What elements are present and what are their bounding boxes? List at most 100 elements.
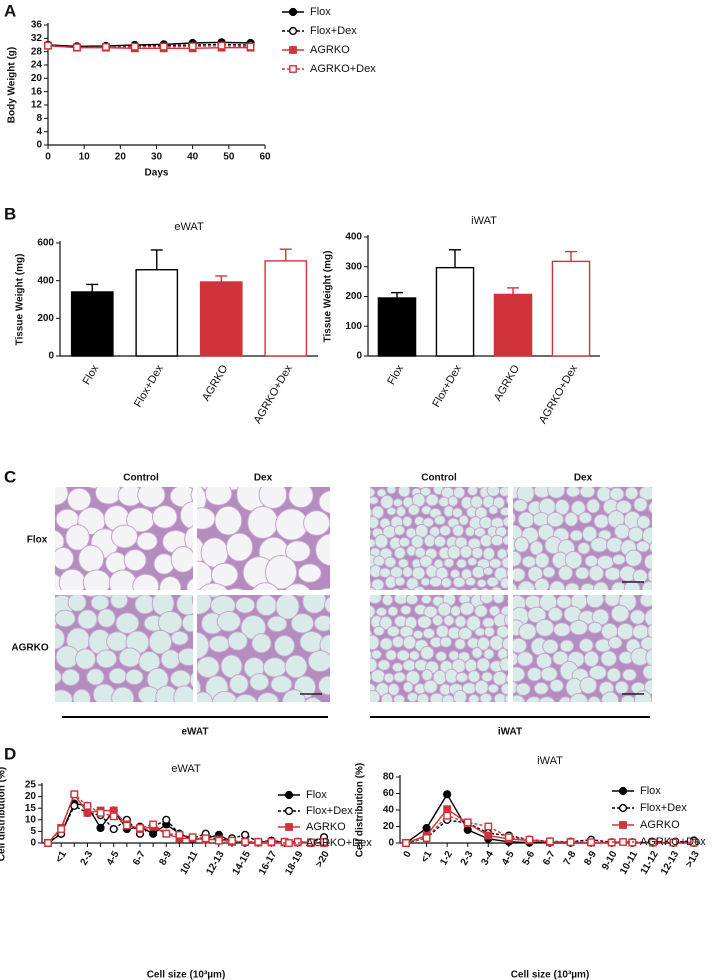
adipocyte <box>159 576 182 590</box>
marker <box>159 42 168 51</box>
marker <box>443 790 452 799</box>
x-tick-label: 5-6 <box>521 849 538 867</box>
adipocyte <box>379 637 393 651</box>
adipocyte <box>499 703 511 714</box>
y-axis-label: Tissue Weight (mg) <box>323 251 334 343</box>
panel-letter: A <box>4 1 16 20</box>
adipocyte <box>417 615 432 629</box>
adipocyte <box>604 595 621 607</box>
adipocyte <box>379 615 393 631</box>
adipocyte <box>391 635 405 649</box>
adipocyte <box>398 537 411 548</box>
adipocyte <box>464 658 478 673</box>
adipocyte <box>94 487 122 505</box>
adipocyte <box>450 605 462 617</box>
legend-marker <box>289 46 297 54</box>
x-tick-label: 7-8 <box>562 849 579 867</box>
adipocyte <box>486 576 499 588</box>
adipocyte <box>526 667 543 682</box>
axes <box>47 23 265 146</box>
legend-marker <box>289 65 297 73</box>
x-tick-label: 14-15 <box>231 849 254 877</box>
adipocyte <box>452 487 466 499</box>
adipocyte <box>170 546 193 573</box>
chart-title: iWAT <box>537 755 563 767</box>
adipocyte <box>290 613 315 634</box>
marker <box>70 801 79 810</box>
bar <box>493 293 533 357</box>
column-label: Control <box>421 473 457 484</box>
adipocyte <box>516 651 534 667</box>
marker <box>96 823 105 833</box>
x-tick-label: Flox+Dex <box>430 363 464 410</box>
adipocyte <box>57 459 83 485</box>
bar <box>377 297 417 357</box>
adipocyte <box>391 662 404 673</box>
adipocyte <box>458 627 473 641</box>
adipocyte <box>370 528 372 537</box>
adipocyte <box>492 496 506 510</box>
x-tick-label: 8-9 <box>582 849 599 867</box>
marker <box>73 43 81 52</box>
adipocyte <box>488 558 502 569</box>
adipocyte <box>645 648 652 667</box>
adipocyte <box>648 541 652 553</box>
adipocyte <box>638 487 652 501</box>
adipocyte <box>262 657 287 678</box>
histology-image <box>197 595 330 737</box>
adipocyte <box>542 638 559 655</box>
adipocyte <box>443 557 455 568</box>
legend-label: Flox <box>310 6 331 18</box>
adipocyte <box>288 487 314 509</box>
adipocyte <box>434 703 445 713</box>
adipocyte <box>383 672 395 684</box>
adipocyte <box>187 487 193 489</box>
adipocyte <box>402 635 417 650</box>
adipocyte <box>361 703 373 713</box>
adipocyte <box>622 668 637 682</box>
marker <box>83 801 92 810</box>
adipocyte <box>258 487 288 509</box>
marker <box>83 808 92 817</box>
adipocyte <box>578 511 593 524</box>
adipocyte <box>268 712 293 735</box>
adipocyte <box>412 629 424 640</box>
marker <box>162 829 171 838</box>
adipocyte <box>513 694 526 702</box>
adipocyte <box>643 679 652 695</box>
x-tick-label: 16-17 <box>257 849 280 877</box>
legend-label: Flox <box>640 785 661 797</box>
marker <box>109 824 118 834</box>
adipocyte <box>557 565 574 581</box>
adipocyte <box>250 717 269 737</box>
marker <box>149 829 158 838</box>
adipocyte <box>380 588 388 590</box>
adipocyte <box>590 537 609 553</box>
legend-label: AGRKO+Dex <box>310 63 376 75</box>
adipocyte <box>505 495 508 505</box>
adipocyte <box>456 558 468 569</box>
adipocyte <box>423 605 438 619</box>
adipocyte <box>533 681 549 695</box>
y-tick-label: 15 <box>25 803 37 814</box>
adipocyte <box>55 487 69 506</box>
adipocyte <box>190 488 193 502</box>
legend-label: AGRKO <box>310 44 350 56</box>
adipocyte <box>459 588 468 590</box>
adipocyte <box>623 580 641 590</box>
adipocyte <box>515 682 531 696</box>
adipocyte <box>225 532 254 562</box>
adipocyte <box>534 577 550 590</box>
adipocyte <box>256 692 280 702</box>
adipocyte <box>517 580 536 590</box>
legend-marker <box>284 806 294 816</box>
adipocyte <box>641 581 652 590</box>
adipocyte <box>581 525 598 543</box>
adipocyte <box>467 670 481 683</box>
adipocyte <box>592 581 609 590</box>
adipocyte <box>87 487 102 489</box>
adipocyte <box>609 487 625 502</box>
adipocyte <box>420 595 432 605</box>
x-tick-label: 50 <box>223 152 235 163</box>
adipocyte <box>642 664 652 680</box>
